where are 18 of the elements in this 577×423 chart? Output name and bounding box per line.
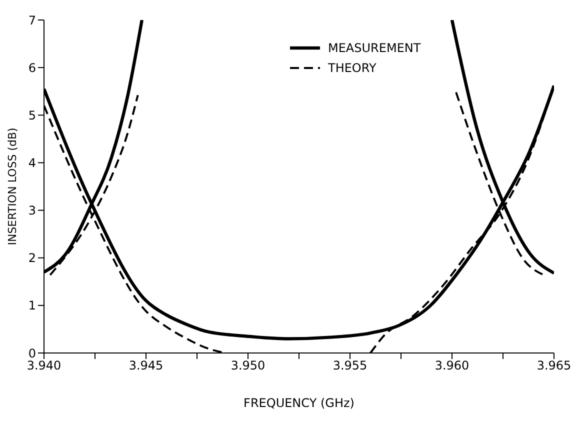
x-tick-label: 3.945 <box>128 358 164 373</box>
legend-label: MEASUREMENT <box>328 41 421 55</box>
x-axis-title: FREQUENCY (GHz) <box>244 396 354 410</box>
y-tick-label: 3 <box>28 204 36 218</box>
x-tick-label: 3.950 <box>230 358 266 373</box>
y-axis-title: INSERTION LOSS (dB) <box>6 128 19 246</box>
x-tick-label: 3.960 <box>434 358 470 373</box>
x-tick-label: 3.955 <box>332 358 368 373</box>
y-tick-label: 2 <box>28 251 36 266</box>
y-tick-label: 0 <box>28 346 36 360</box>
y-tick-label: 7 <box>28 13 36 28</box>
y-tick-label: 4 <box>28 156 36 170</box>
y-tick-label: 6 <box>28 60 36 75</box>
y-tick-label: 1 <box>28 298 36 313</box>
y-tick-label: 5 <box>28 108 36 122</box>
legend-label: THEORY <box>328 61 376 75</box>
x-tick-label: 3.965 <box>536 358 572 373</box>
x-tick-label: 3.940 <box>26 358 62 373</box>
